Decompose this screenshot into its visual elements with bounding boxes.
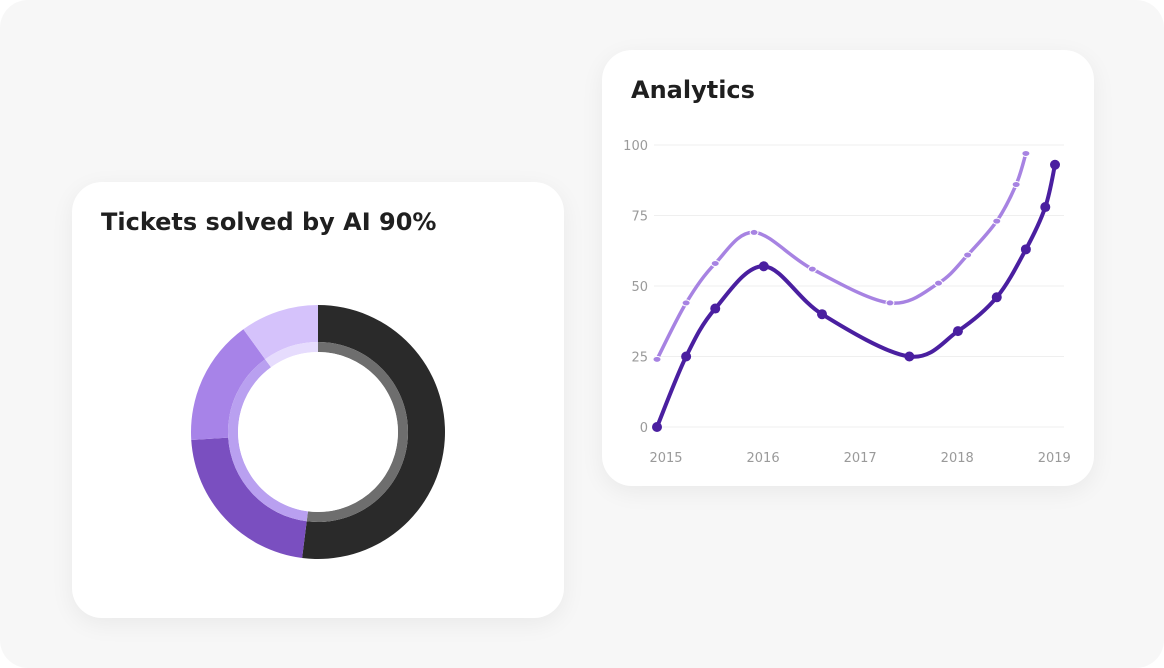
x-tick-label: 2019 [1038, 451, 1071, 466]
series-1-point [1021, 149, 1031, 157]
y-tick-label: 25 [631, 351, 648, 366]
y-tick-label: 100 [623, 139, 648, 154]
series-2-point [991, 292, 1002, 303]
series-2-point [681, 351, 692, 362]
x-tick-label: 2015 [649, 451, 682, 466]
series-2-point [758, 261, 769, 272]
donut-slice-3 [191, 329, 266, 440]
line-chart: 0 25 50 75 100 2015 2016 2017 2018 2019 [623, 139, 1071, 466]
donut-inner-ring-segment-3 [265, 342, 318, 368]
series-1-point [934, 279, 944, 287]
series-1-point [992, 217, 1002, 225]
donut-hole [238, 352, 398, 512]
x-tick-label: 2018 [941, 451, 974, 466]
series-1-point [710, 259, 720, 267]
x-tick-label: 2017 [844, 451, 877, 466]
tickets-card: Tickets solved by AI 90% [72, 182, 564, 618]
y-tick-label: 75 [631, 210, 648, 225]
x-tick-label: 2016 [747, 451, 780, 466]
series-1-point [885, 299, 895, 307]
series-2-point [1040, 202, 1051, 213]
donut-slice-4 [243, 305, 318, 360]
series-1-point [652, 355, 662, 363]
series-2-point [904, 351, 915, 362]
series-1-point [963, 251, 973, 259]
series-2-point [710, 303, 721, 314]
y-tick-label: 0 [640, 421, 648, 436]
series-2-point [952, 326, 963, 337]
analytics-card: Analytics 0 25 50 75 100 2015 2016 2017 2018 2019 [602, 50, 1094, 486]
y-tick-label: 50 [631, 280, 648, 295]
donut-title: Tickets solved by AI 90% [101, 208, 437, 236]
donut-chart [191, 305, 445, 559]
series-1-point [1011, 180, 1021, 188]
line-chart-title: Analytics [631, 76, 755, 104]
series-line-2 [655, 162, 1057, 429]
series-2-point [817, 309, 828, 320]
donut-slice-2 [191, 437, 307, 558]
donut-slice-1 [302, 305, 445, 559]
series-2-point [1050, 159, 1060, 170]
series-2-point [1020, 244, 1031, 255]
series-1-point [749, 228, 759, 236]
series-2-point [652, 422, 662, 432]
donut-inner-ring-segment-2 [228, 359, 308, 522]
series-1-point [807, 265, 817, 273]
series-1-point [681, 299, 691, 307]
